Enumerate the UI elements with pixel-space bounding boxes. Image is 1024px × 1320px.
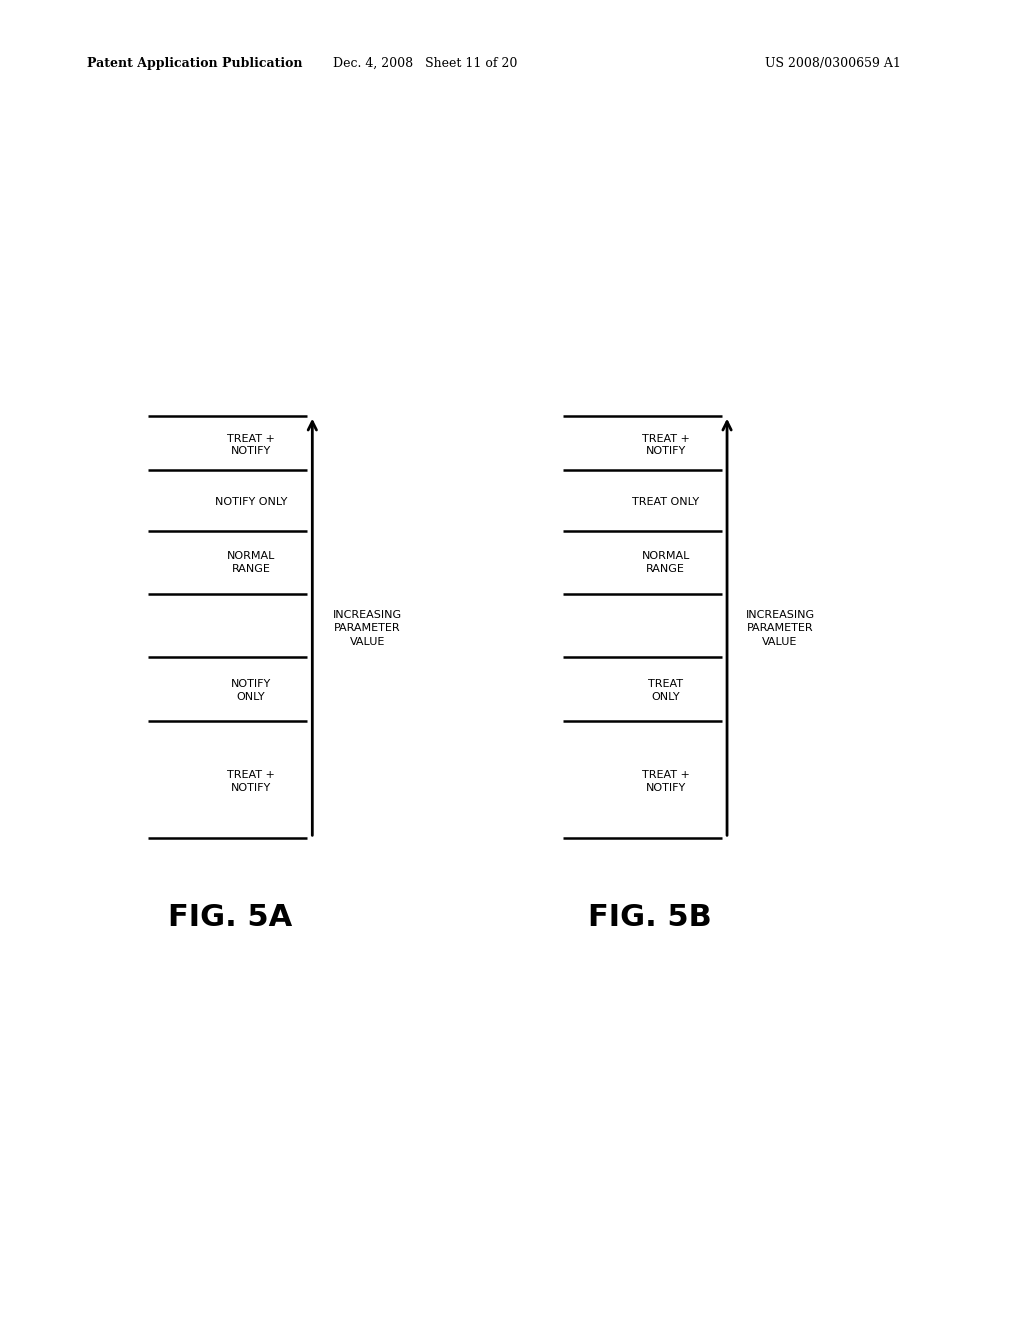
Text: TREAT ONLY: TREAT ONLY (632, 496, 699, 507)
Text: TREAT +
NOTIFY: TREAT + NOTIFY (227, 771, 274, 792)
Text: FIG. 5A: FIG. 5A (168, 903, 293, 932)
Text: NORMAL
RANGE: NORMAL RANGE (226, 552, 275, 573)
Text: Dec. 4, 2008   Sheet 11 of 20: Dec. 4, 2008 Sheet 11 of 20 (333, 57, 517, 70)
Text: INCREASING
PARAMETER
VALUE: INCREASING PARAMETER VALUE (745, 610, 815, 647)
Text: NOTIFY
ONLY: NOTIFY ONLY (230, 680, 271, 701)
Text: FIG. 5B: FIG. 5B (589, 903, 712, 932)
Text: TREAT +
NOTIFY: TREAT + NOTIFY (642, 434, 689, 455)
Text: TREAT +
NOTIFY: TREAT + NOTIFY (642, 771, 689, 792)
Text: INCREASING
PARAMETER
VALUE: INCREASING PARAMETER VALUE (333, 610, 402, 647)
Text: NOTIFY ONLY: NOTIFY ONLY (215, 496, 287, 507)
Text: US 2008/0300659 A1: US 2008/0300659 A1 (765, 57, 901, 70)
Text: Patent Application Publication: Patent Application Publication (87, 57, 302, 70)
Text: TREAT
ONLY: TREAT ONLY (648, 680, 683, 701)
Text: NORMAL
RANGE: NORMAL RANGE (641, 552, 690, 573)
Text: TREAT +
NOTIFY: TREAT + NOTIFY (227, 434, 274, 455)
